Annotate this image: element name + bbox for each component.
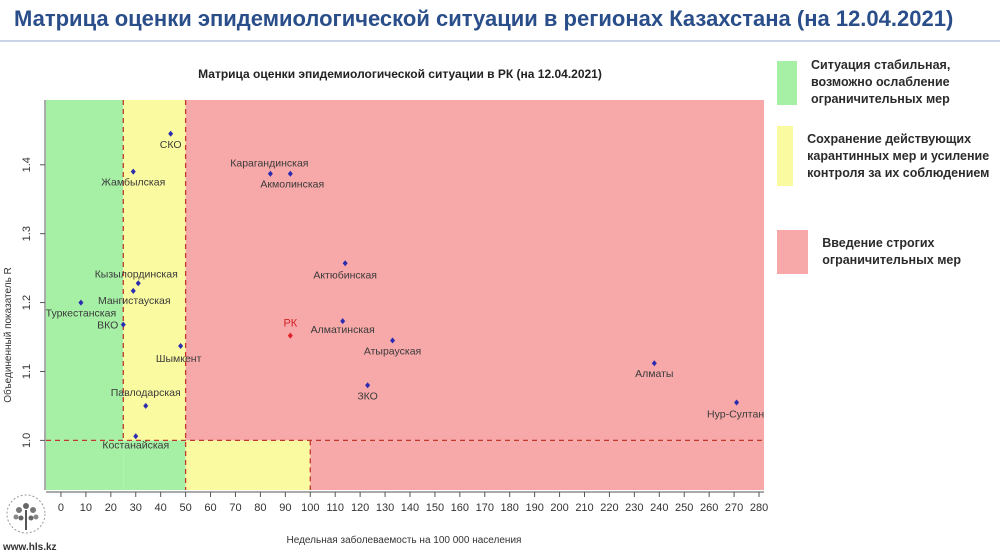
x-tick-label: 230: [625, 502, 643, 514]
site-url: www.hls.kz: [3, 542, 57, 553]
data-point-label: Алматинская: [311, 324, 375, 336]
x-tick-label: 280: [750, 502, 768, 514]
x-tick-label: 130: [376, 502, 394, 514]
x-tick-label: 40: [155, 502, 167, 514]
data-point: [130, 168, 136, 175]
y-tick-label: 1.2: [21, 295, 33, 310]
data-point-label: РК: [283, 318, 297, 330]
x-tick-label: 110: [326, 502, 344, 514]
x-tick-label: 50: [179, 502, 191, 514]
zone-red: [185, 100, 765, 441]
x-tick-label: 210: [575, 502, 593, 514]
data-point: [178, 342, 184, 349]
x-tick-label: 10: [80, 502, 92, 514]
data-point: [340, 318, 346, 325]
x-tick-label: 190: [525, 502, 543, 514]
data-point-label: Жамбылская: [101, 177, 165, 189]
legend-item: Сохранение действующих карантинных мер и…: [777, 126, 995, 186]
zone-yellow: [185, 440, 311, 490]
data-point: [342, 260, 348, 267]
legend-item: Введение строгих ограничительных мер: [777, 230, 995, 274]
x-tick-label: 120: [351, 502, 369, 514]
data-point: [143, 402, 149, 409]
x-tick-label: 260: [700, 502, 718, 514]
title-divider: [0, 40, 1000, 42]
data-point-label: Актюбинская: [313, 269, 377, 281]
x-tick-label: 240: [650, 502, 668, 514]
legend-text: Введение строгих ограничительных мер: [822, 236, 962, 267]
y-axis-label: Объединенный показатель R: [2, 267, 14, 403]
x-tick-label: 150: [426, 502, 444, 514]
data-point: [287, 332, 293, 339]
zone-green: [46, 100, 124, 490]
data-point: [365, 382, 371, 389]
legend-text: Сохранение действующих карантинных мер и…: [807, 131, 990, 180]
data-point-label: Павлодарская: [111, 387, 181, 399]
x-tick-label: 160: [451, 502, 469, 514]
data-point: [168, 130, 174, 137]
chart-title: Матрица оценки эпидемиологической ситуац…: [198, 67, 602, 81]
data-point: [267, 170, 273, 177]
data-point-label: Шымкент: [156, 353, 202, 365]
data-point-label: ВКО: [97, 320, 118, 332]
data-point-label: Туркестанская: [46, 308, 117, 320]
x-tick-label: 170: [476, 502, 494, 514]
x-tick-label: 100: [301, 502, 319, 514]
data-point: [78, 299, 84, 306]
x-tick-label: 220: [600, 502, 618, 514]
data-point-label: Кызылординская: [95, 268, 178, 280]
x-tick-label: 270: [725, 502, 743, 514]
x-tick-label: 200: [550, 502, 568, 514]
title-bar: Матрица оценки эпидемиологической ситуац…: [0, 0, 1000, 40]
data-point: [135, 280, 141, 287]
x-tick-label: 180: [501, 502, 519, 514]
data-point-label: ЗКО: [357, 390, 378, 402]
x-axis-label: Недельная заболеваемость на 100 000 насе…: [287, 534, 522, 546]
scatter-chart: 0 10 20 30 40 50 60 70 80 90 100 110 120 130 140 150 160…: [2, 67, 768, 546]
data-point: [651, 360, 657, 367]
legend-swatch: [777, 230, 809, 274]
y-tick-label: 1.4: [21, 157, 33, 172]
data-point: [390, 337, 396, 344]
y-tick-label: 1.0: [21, 433, 33, 448]
data-point-label: Нур-Султан: [707, 408, 764, 420]
data-point: [120, 321, 126, 328]
x-tick-label: 0: [58, 502, 64, 514]
legend-swatch: [777, 60, 797, 105]
data-point-label: Карагандинская: [230, 158, 308, 170]
legend-item: Ситуация стабильная, возможно ослабление…: [777, 57, 995, 108]
legend-swatch: [777, 126, 794, 186]
data-point-label: Костанайская: [102, 439, 169, 451]
data-point: [133, 433, 139, 440]
x-tick-label: 80: [254, 502, 266, 514]
x-tick-label: 70: [229, 502, 241, 514]
y-tick-label: 1.1: [21, 364, 33, 379]
x-tick-label: 250: [675, 502, 693, 514]
legend-text: Ситуация стабильная, возможно ослабление…: [810, 58, 951, 106]
hls-logo-icon: [6, 494, 46, 534]
y-tick-label: 1.3: [21, 226, 33, 241]
data-point: [287, 170, 293, 177]
zone-green: [123, 440, 186, 490]
zone-yellow: [123, 100, 186, 441]
x-tick-label: 90: [279, 502, 291, 514]
data-point: [734, 399, 740, 406]
data-point-label: Акмолинская: [260, 179, 324, 191]
zone-red: [310, 440, 764, 490]
data-point-label: Алматы: [635, 368, 673, 380]
x-tick-label: 140: [401, 502, 419, 514]
data-point: [130, 287, 136, 294]
data-point-label: СКО: [160, 139, 182, 151]
x-tick-label: 30: [130, 502, 142, 514]
data-point-label: Атырауская: [364, 345, 421, 357]
x-tick-label: 20: [105, 502, 117, 514]
page-title: Матрица оценки эпидемиологической ситуац…: [14, 6, 954, 31]
data-point-label: Мангистауская: [98, 295, 171, 307]
x-tick-label: 60: [204, 502, 216, 514]
